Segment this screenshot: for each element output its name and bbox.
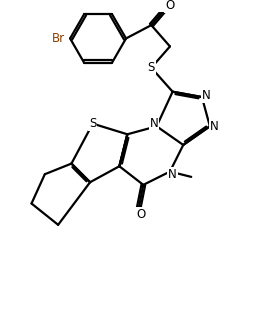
Text: N: N xyxy=(201,89,210,102)
Text: Br: Br xyxy=(52,32,65,45)
Text: O: O xyxy=(165,0,175,12)
Text: N: N xyxy=(150,117,158,130)
Text: N: N xyxy=(209,120,218,133)
Text: S: S xyxy=(89,117,96,130)
Text: N: N xyxy=(168,168,177,181)
Text: S: S xyxy=(148,61,155,74)
Text: O: O xyxy=(136,208,145,221)
